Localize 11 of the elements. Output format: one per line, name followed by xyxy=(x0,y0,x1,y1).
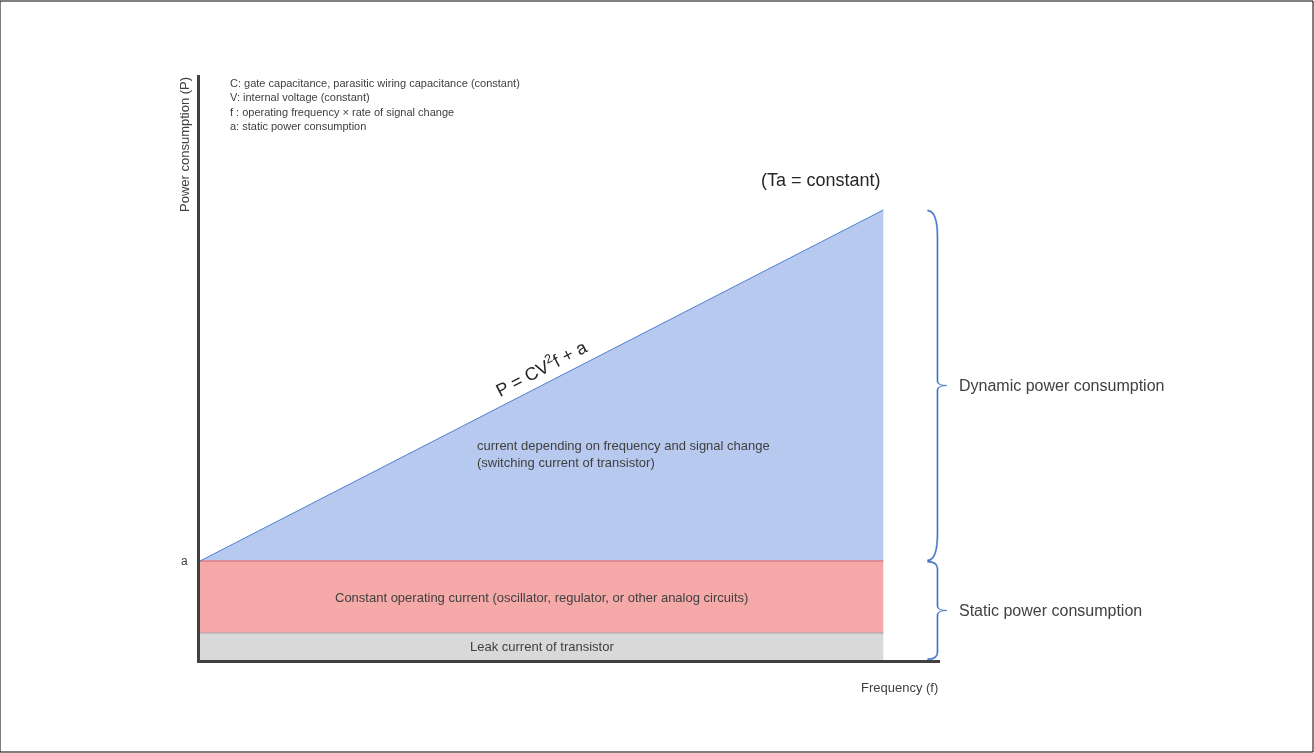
y-axis-title: Power consumption (P) xyxy=(177,76,192,212)
annotation: Dynamic power consumption xyxy=(959,377,1165,394)
x-axis-title: Frequency (f) xyxy=(861,680,939,695)
series-label: Leak current of transistor xyxy=(470,639,615,654)
annotation: a xyxy=(181,554,188,568)
text: (Ta = constant) xyxy=(761,170,881,190)
series-label: current depending on frequency and signal change (switching current of transistor) xyxy=(477,438,770,470)
annotation: P = CV$^{2}$f + a xyxy=(491,334,592,401)
series-label: Constant operating current (oscillator, regulator, or other analog circuits) xyxy=(335,590,749,605)
annotation: Static power consumption xyxy=(959,602,1143,619)
text: C: gate capacitance, parasitic wiring capacitance (constant) V: internal voltage (constant) f : operating frequency × rate of signal change a: static power consumption xyxy=(230,77,520,132)
